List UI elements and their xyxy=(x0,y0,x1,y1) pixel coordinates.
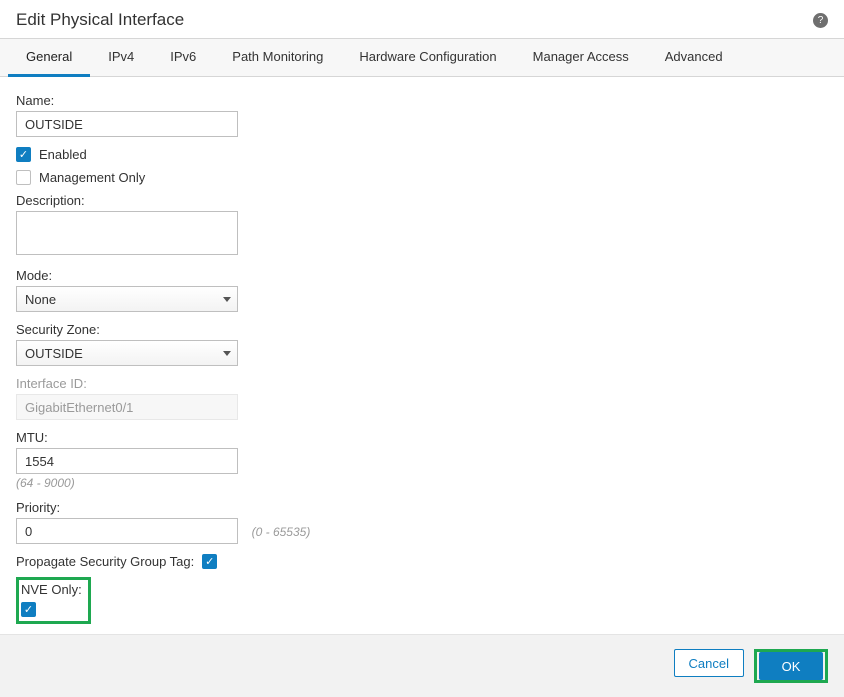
security-zone-label: Security Zone: xyxy=(16,322,828,337)
nve-only-highlight: NVE Only: ✓ xyxy=(16,577,91,624)
ok-button-highlight: OK xyxy=(754,649,828,683)
tab-path-monitoring[interactable]: Path Monitoring xyxy=(214,39,341,77)
chevron-down-icon xyxy=(223,351,231,356)
security-zone-value: OUTSIDE xyxy=(25,346,83,361)
mtu-hint: (64 - 9000) xyxy=(16,476,828,490)
form-area: Name: ✓ Enabled Management Only Descript… xyxy=(0,77,844,634)
edit-physical-interface-dialog: Edit Physical Interface ? General IPv4 I… xyxy=(0,0,844,697)
mode-value: None xyxy=(25,292,56,307)
mode-label: Mode: xyxy=(16,268,828,283)
description-row: Description: xyxy=(16,193,828,258)
interface-id-input xyxy=(16,394,238,420)
cancel-button[interactable]: Cancel xyxy=(674,649,744,677)
tab-bar: General IPv4 IPv6 Path Monitoring Hardwa… xyxy=(0,38,844,77)
enabled-checkbox[interactable]: ✓ xyxy=(16,147,31,162)
tab-hardware-configuration[interactable]: Hardware Configuration xyxy=(341,39,514,77)
mtu-label: MTU: xyxy=(16,430,828,445)
priority-row: Priority: (0 - 65535) xyxy=(16,500,828,544)
psgt-checkbox[interactable]: ✓ xyxy=(202,554,217,569)
help-icon[interactable]: ? xyxy=(813,13,828,28)
description-label: Description: xyxy=(16,193,828,208)
tab-advanced[interactable]: Advanced xyxy=(647,39,741,77)
dialog-title: Edit Physical Interface xyxy=(16,10,184,30)
dialog-header: Edit Physical Interface ? xyxy=(0,0,844,38)
psgt-label: Propagate Security Group Tag: xyxy=(16,554,194,569)
mgmt-only-row: Management Only xyxy=(16,170,828,185)
mode-row: Mode: None xyxy=(16,268,828,312)
enabled-label: Enabled xyxy=(39,147,87,162)
nve-only-checkbox[interactable]: ✓ xyxy=(21,602,36,617)
tab-manager-access[interactable]: Manager Access xyxy=(515,39,647,77)
tab-ipv4[interactable]: IPv4 xyxy=(90,39,152,77)
interface-id-row: Interface ID: xyxy=(16,376,828,420)
mtu-row: MTU: (64 - 9000) xyxy=(16,430,828,490)
enabled-row: ✓ Enabled xyxy=(16,147,828,162)
priority-label: Priority: xyxy=(16,500,828,515)
mgmt-only-checkbox[interactable] xyxy=(16,170,31,185)
tab-general[interactable]: General xyxy=(8,39,90,77)
ok-button[interactable]: OK xyxy=(759,652,823,680)
security-zone-select[interactable]: OUTSIDE xyxy=(16,340,238,366)
chevron-down-icon xyxy=(223,297,231,302)
description-input[interactable] xyxy=(16,211,238,255)
interface-id-label: Interface ID: xyxy=(16,376,828,391)
name-label: Name: xyxy=(16,93,828,108)
psgt-row: Propagate Security Group Tag: ✓ xyxy=(16,554,828,569)
tab-ipv6[interactable]: IPv6 xyxy=(152,39,214,77)
mtu-input[interactable] xyxy=(16,448,238,474)
mgmt-only-label: Management Only xyxy=(39,170,145,185)
name-input[interactable] xyxy=(16,111,238,137)
mode-select[interactable]: None xyxy=(16,286,238,312)
dialog-footer: Cancel OK xyxy=(0,634,844,697)
nve-only-label: NVE Only: xyxy=(21,582,82,597)
priority-input[interactable] xyxy=(16,518,238,544)
name-row: Name: xyxy=(16,93,828,137)
security-zone-row: Security Zone: OUTSIDE xyxy=(16,322,828,366)
priority-hint: (0 - 65535) xyxy=(252,525,311,539)
